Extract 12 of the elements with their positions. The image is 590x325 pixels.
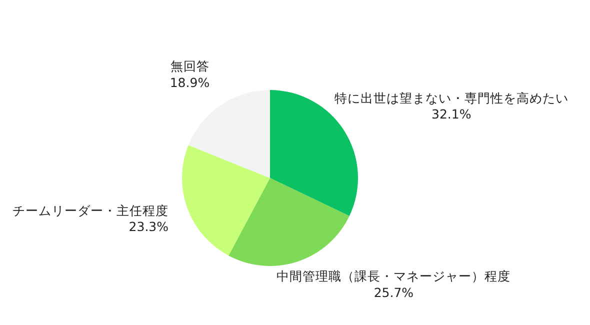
pie-slice bbox=[188, 90, 270, 178]
pie-slice bbox=[270, 90, 358, 216]
slice-label: チームリーダー・主任程度 bbox=[12, 202, 168, 218]
slice-label: 中間管理職（課長・マネージャー）程度 bbox=[276, 268, 511, 284]
slice-label: 無回答 bbox=[170, 58, 210, 74]
pie-slice bbox=[228, 178, 350, 266]
pie-slice bbox=[182, 145, 270, 256]
data-label: 32.1% bbox=[432, 106, 472, 122]
data-label: 23.3% bbox=[128, 219, 169, 234]
data-label: 18.9% bbox=[170, 74, 210, 90]
slice-label: 特に出世は望まない・専門性を高めたい bbox=[334, 90, 568, 106]
data-label: 25.7% bbox=[374, 284, 414, 300]
